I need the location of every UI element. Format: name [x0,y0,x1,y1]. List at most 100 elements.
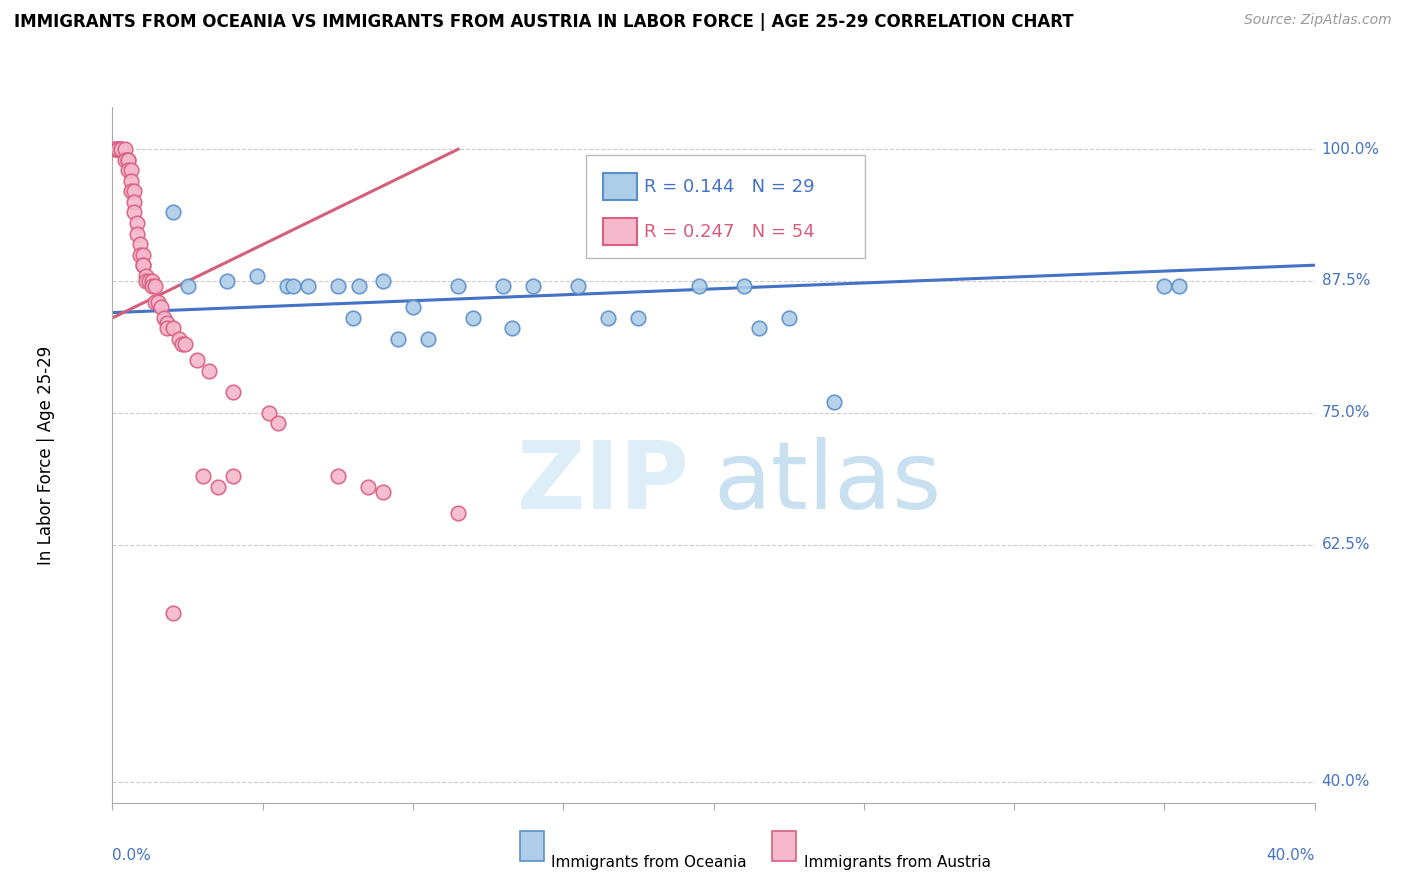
Point [128,247,150,261]
Text: 62.5%: 62.5% [1322,537,1369,552]
Point [104,142,127,156]
Point [447,279,470,293]
Point [326,279,349,293]
Point [522,279,544,293]
Point [191,469,214,483]
Text: 75.0%: 75.0% [1322,405,1369,420]
FancyBboxPatch shape [520,831,544,861]
Point [492,279,515,293]
Point [141,279,163,293]
Point [1168,279,1191,293]
Text: 40.0%: 40.0% [1267,848,1315,863]
Point [135,274,157,288]
Point [281,279,304,293]
Text: Source: ZipAtlas.com: Source: ZipAtlas.com [1244,13,1392,28]
Point [117,163,139,178]
Point [128,237,150,252]
Point [598,310,620,325]
Point [257,406,280,420]
Point [416,332,439,346]
Text: In Labor Force | Age 25-29: In Labor Force | Age 25-29 [38,345,55,565]
Point [215,274,238,288]
Point [222,384,245,399]
Point [461,310,484,325]
Point [120,174,142,188]
Point [167,332,190,346]
Text: ZIP: ZIP [516,437,689,529]
Point [117,153,139,167]
Point [387,332,409,346]
Point [110,142,132,156]
Point [122,185,145,199]
Point [138,274,160,288]
Point [347,279,370,293]
Point [186,353,208,368]
Point [131,258,153,272]
Point [107,142,129,156]
Point [170,337,193,351]
Point [143,279,166,293]
Point [110,142,132,156]
Text: R = 0.144   N = 29: R = 0.144 N = 29 [644,178,814,196]
Text: IMMIGRANTS FROM OCEANIA VS IMMIGRANTS FROM AUSTRIA IN LABOR FORCE | AGE 25-29 CO: IMMIGRANTS FROM OCEANIA VS IMMIGRANTS FR… [14,13,1074,31]
Text: 100.0%: 100.0% [1322,142,1379,157]
Point [131,258,153,272]
Point [155,316,177,330]
Point [447,506,470,520]
Point [176,279,198,293]
Point [122,205,145,219]
Point [778,310,800,325]
Point [131,247,153,261]
Text: R = 0.247   N = 54: R = 0.247 N = 54 [644,224,814,242]
Text: Immigrants from Austria: Immigrants from Austria [804,855,991,870]
Point [207,479,229,493]
Point [357,479,380,493]
Text: 40.0%: 40.0% [1322,774,1369,789]
Point [114,142,136,156]
Point [141,274,163,288]
Point [162,321,184,335]
Point [125,227,148,241]
Point [107,142,129,156]
Point [371,274,394,288]
Point [748,321,770,335]
Point [152,310,174,325]
Point [107,142,129,156]
Point [104,142,127,156]
Text: atlas: atlas [713,437,942,529]
Point [122,194,145,209]
Point [197,363,219,377]
Point [501,321,523,335]
Point [162,205,184,219]
Point [371,484,394,499]
Point [276,279,298,293]
Point [823,395,845,409]
Text: 0.0%: 0.0% [112,848,152,863]
Text: Immigrants from Oceania: Immigrants from Oceania [551,855,747,870]
Point [342,310,364,325]
Point [402,301,425,315]
Point [173,337,195,351]
Point [733,279,755,293]
Point [114,153,136,167]
Point [135,268,157,283]
Point [162,606,184,620]
Point [146,295,169,310]
Point [688,279,710,293]
Point [297,279,319,293]
Point [149,301,172,315]
Point [246,268,269,283]
Point [120,163,142,178]
Point [155,321,177,335]
FancyBboxPatch shape [772,831,796,861]
Point [326,469,349,483]
Point [267,417,290,431]
Point [567,279,589,293]
Point [125,216,148,230]
Point [627,310,650,325]
Point [1153,279,1175,293]
Point [222,469,245,483]
Point [143,295,166,310]
Text: 87.5%: 87.5% [1322,274,1369,288]
Point [117,153,139,167]
